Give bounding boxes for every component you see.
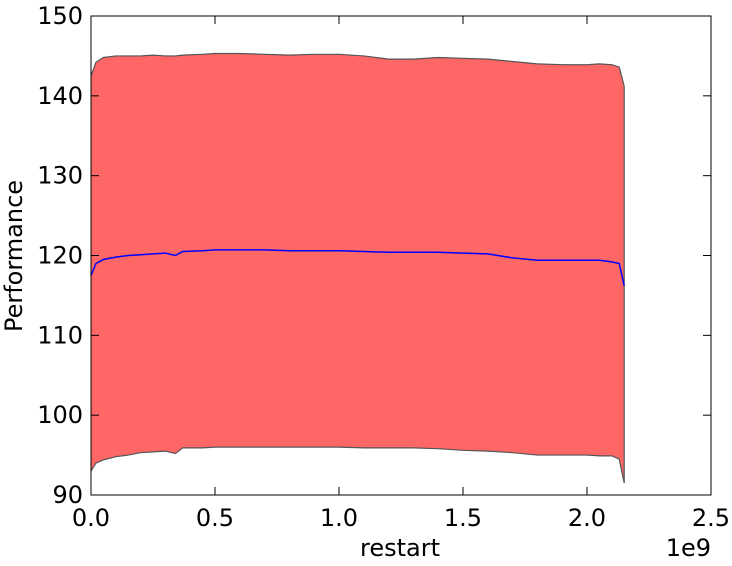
x-axis-label: restart: [360, 534, 440, 562]
y-tick-label: 120: [37, 242, 83, 270]
band-area: [91, 53, 625, 484]
x-tick-label: 2.0: [568, 504, 606, 532]
mean-line: [90, 249, 625, 286]
band-upper-edge: [90, 52, 625, 87]
band-lower-edge: [90, 446, 625, 484]
x-tick-label: 0.0: [72, 504, 110, 532]
x-offset-label: 1e9: [666, 534, 711, 562]
y-tick-label: 150: [37, 2, 83, 30]
y-tick-label: 100: [37, 401, 83, 429]
y-axis-label: Performance: [0, 180, 28, 332]
x-tick-label: 0.5: [196, 504, 234, 532]
x-tick-label: 1.5: [444, 504, 482, 532]
y-tick-label: 90: [52, 481, 83, 509]
y-tick-label: 110: [37, 321, 83, 349]
y-tick-label: 140: [37, 82, 83, 110]
x-tick-label: 2.5: [692, 504, 730, 532]
x-tick-label: 1.0: [320, 504, 358, 532]
y-tick-label: 130: [37, 162, 83, 190]
